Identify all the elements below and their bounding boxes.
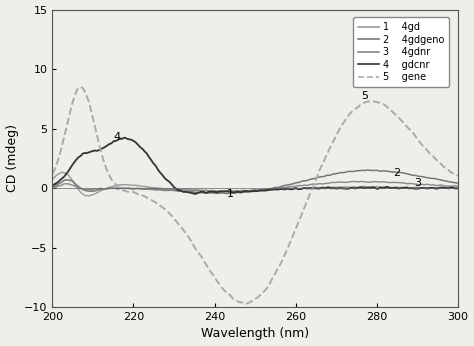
Text: 4: 4	[114, 132, 121, 142]
X-axis label: Wavelength (nm): Wavelength (nm)	[201, 327, 309, 340]
Text: 2: 2	[393, 167, 401, 177]
Y-axis label: CD (mdeg): CD (mdeg)	[6, 124, 18, 192]
Legend: 1    4gd, 2    4gdgeno, 3    4gdnr, 4    gdcnr, 5    gene: 1 4gd, 2 4gdgeno, 3 4gdnr, 4 gdcnr, 5 ge…	[353, 17, 449, 87]
Text: 5: 5	[361, 91, 368, 101]
Text: 3: 3	[414, 178, 421, 188]
Text: 1: 1	[228, 189, 234, 199]
